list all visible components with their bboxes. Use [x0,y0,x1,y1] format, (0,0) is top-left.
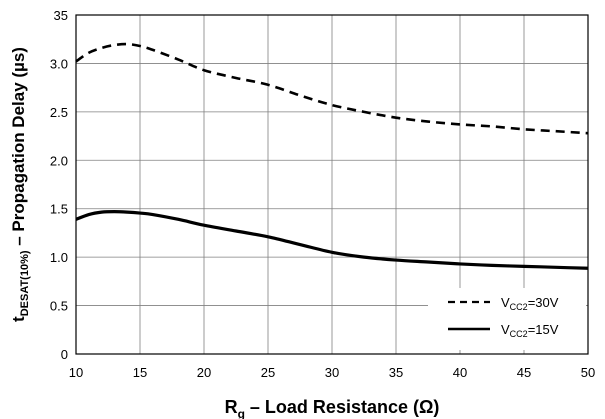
y-tick-label: 0 [61,347,68,362]
x-axis-title-sub: g [238,407,245,419]
legend-label-vcc2-30v-rest: =30V [528,295,559,310]
legend-background [428,288,586,350]
y-tick-labels: 0 0.5 1.0 1.5 2.0 2.5 3.0 35 [50,8,68,362]
y-axis-title: tDESAT(10%) – Propagation Delay (µs) [9,47,31,322]
y-axis-title-main: t [9,316,28,322]
x-tick-label: 20 [197,365,211,380]
x-tick-label: 35 [389,365,403,380]
x-tick-label: 30 [325,365,339,380]
x-axis-title: Rg – Load Resistance (Ω) [225,397,440,419]
legend-label-vcc2-15v-main: V [501,322,510,337]
legend-label-vcc2-30v-main: V [501,295,510,310]
y-tick-label: 1.5 [50,202,68,217]
y-tick-label: 2.5 [50,105,68,120]
x-tick-label: 45 [517,365,531,380]
x-tick-labels: 10 15 20 25 30 35 40 45 50 [69,365,595,380]
x-tick-label: 25 [261,365,275,380]
plot-frame [75,14,589,355]
y-axis-title-sub: DESAT(10%) [19,250,31,316]
x-tick-label: 50 [581,365,595,380]
series-line-vcc2-15v [75,210,589,270]
x-axis-title-main: R [225,397,238,417]
legend: VCC2=30V VCC2=15V [428,288,586,350]
y-tick-label: 1.0 [50,250,68,265]
x-axis-title-rest: – Load Resistance (Ω) [245,397,439,417]
legend-label-vcc2-30v-sub: CC2 [510,302,528,312]
series-group [75,42,589,270]
series-line-vcc2-30v [75,42,589,135]
x-tick-label: 40 [453,365,467,380]
legend-label-vcc2-30v: VCC2=30V [501,295,559,312]
y-tick-label: 35 [54,8,68,23]
y-axis-title-rest: – Propagation Delay (µs) [9,47,28,250]
x-tick-label: 10 [69,365,83,380]
y-tick-label: 2.0 [50,153,68,168]
y-tick-label: 0.5 [50,299,68,314]
y-tick-label: 3.0 [50,56,68,71]
x-tick-label: 15 [133,365,147,380]
legend-label-vcc2-15v-sub: CC2 [510,329,528,339]
legend-label-vcc2-15v: VCC2=15V [501,322,559,339]
legend-label-vcc2-15v-rest: =15V [528,322,559,337]
